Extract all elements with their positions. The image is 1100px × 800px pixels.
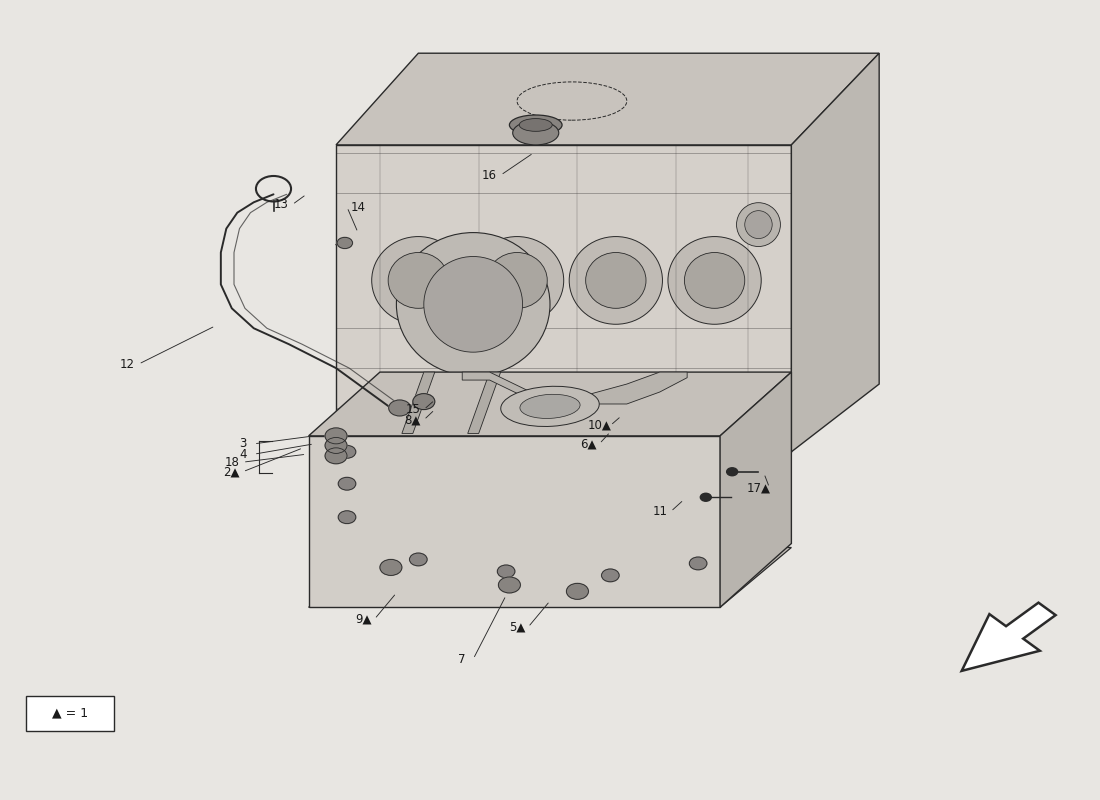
Ellipse shape	[424, 257, 522, 352]
Ellipse shape	[388, 253, 449, 308]
Ellipse shape	[396, 233, 550, 376]
Text: 7: 7	[459, 653, 466, 666]
Polygon shape	[402, 372, 434, 434]
Polygon shape	[309, 547, 791, 607]
Text: 2▲: 2▲	[223, 466, 240, 478]
Text: 3: 3	[239, 438, 246, 450]
Polygon shape	[309, 372, 791, 436]
Ellipse shape	[509, 115, 562, 135]
Ellipse shape	[745, 210, 772, 238]
Circle shape	[690, 557, 707, 570]
Text: 5▲: 5▲	[509, 621, 526, 634]
Circle shape	[497, 565, 515, 578]
Circle shape	[337, 238, 352, 249]
Circle shape	[338, 478, 355, 490]
Polygon shape	[961, 602, 1056, 671]
Ellipse shape	[500, 386, 600, 426]
Ellipse shape	[737, 202, 780, 246]
Polygon shape	[468, 372, 500, 434]
Polygon shape	[336, 54, 879, 145]
Ellipse shape	[519, 118, 552, 131]
Text: 8▲: 8▲	[405, 414, 421, 426]
Circle shape	[326, 428, 346, 444]
Circle shape	[326, 448, 346, 464]
Text: 13: 13	[274, 198, 288, 211]
Ellipse shape	[471, 237, 563, 324]
Circle shape	[498, 577, 520, 593]
Circle shape	[412, 394, 434, 410]
Text: 18: 18	[224, 456, 239, 469]
Text: 12: 12	[120, 358, 135, 370]
Circle shape	[379, 559, 401, 575]
Polygon shape	[336, 145, 791, 452]
Polygon shape	[720, 372, 791, 607]
Circle shape	[409, 553, 427, 566]
Text: 10▲: 10▲	[587, 419, 612, 432]
Ellipse shape	[372, 237, 465, 324]
FancyBboxPatch shape	[25, 696, 114, 731]
Circle shape	[701, 494, 712, 502]
Polygon shape	[309, 436, 720, 607]
Ellipse shape	[487, 253, 548, 308]
Circle shape	[566, 583, 588, 599]
Ellipse shape	[585, 253, 646, 308]
Circle shape	[326, 438, 346, 454]
Text: 16: 16	[482, 169, 497, 182]
Circle shape	[338, 511, 355, 523]
Ellipse shape	[513, 121, 559, 145]
Circle shape	[602, 569, 619, 582]
Text: 14: 14	[351, 201, 365, 214]
Text: 9▲: 9▲	[355, 613, 372, 626]
Circle shape	[727, 468, 738, 476]
Text: ▲ = 1: ▲ = 1	[52, 707, 88, 720]
Text: 15: 15	[406, 403, 420, 416]
Text: 11: 11	[652, 505, 668, 518]
Circle shape	[388, 400, 410, 416]
Circle shape	[338, 446, 355, 458]
Text: 17▲: 17▲	[747, 481, 770, 494]
Ellipse shape	[668, 237, 761, 324]
Text: 4: 4	[239, 448, 246, 461]
Text: 6▲: 6▲	[580, 438, 596, 450]
Ellipse shape	[520, 394, 580, 418]
Polygon shape	[462, 372, 688, 404]
Ellipse shape	[684, 253, 745, 308]
Ellipse shape	[569, 237, 662, 324]
Polygon shape	[791, 54, 879, 452]
